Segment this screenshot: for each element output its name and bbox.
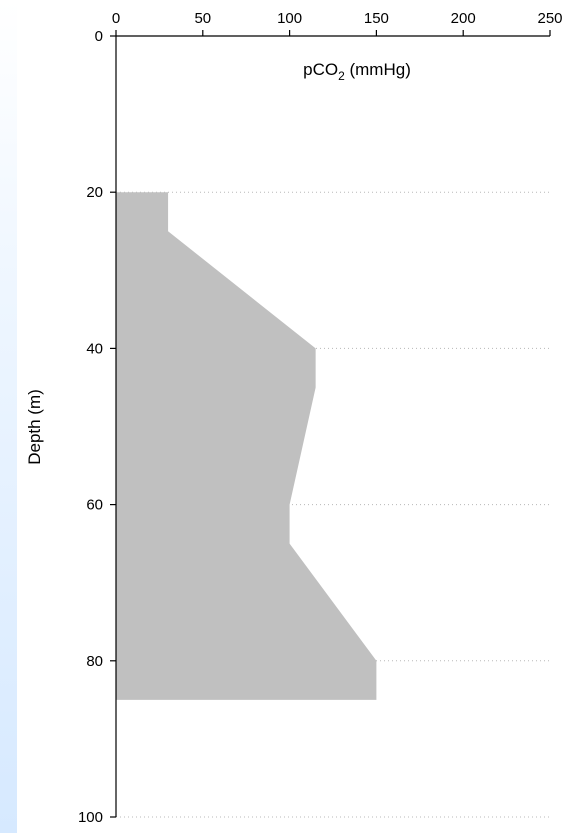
x-axis-title-unit: (mmHg) (345, 60, 411, 79)
y-tick-label-40: 40 (86, 340, 103, 357)
pco2-profile-fill (116, 192, 377, 700)
y-axis-title: Depth (m) (25, 389, 44, 465)
x-tick-label-250: 250 (537, 10, 562, 27)
x-axis-title-main: pCO (303, 60, 338, 79)
y-tick-label-20: 20 (86, 184, 103, 201)
x-tick-label-0: 0 (112, 10, 120, 27)
x-tick-label-200: 200 (451, 10, 476, 27)
y-tick-label-0: 0 (95, 28, 103, 45)
x-tick-label-100: 100 (277, 10, 302, 27)
side-gradient-strip (0, 0, 17, 833)
x-axis-title: pCO2 (mmHg) (303, 60, 411, 83)
y-tick-label-100: 100 (78, 809, 103, 826)
axes (115, 35, 550, 817)
x-tick-label-150: 150 (364, 10, 389, 27)
x-axis-title-subscript: 2 (338, 69, 345, 83)
x-axis-ticks: 0 50 100 150 200 250 (112, 10, 563, 36)
pco2-area (116, 192, 377, 700)
x-tick-label-50: 50 (194, 10, 211, 27)
y-tick-label-80: 80 (86, 653, 103, 670)
y-tick-label-60: 60 (86, 497, 103, 514)
y-axis-ticks: 0 20 40 60 80 100 (78, 28, 116, 826)
